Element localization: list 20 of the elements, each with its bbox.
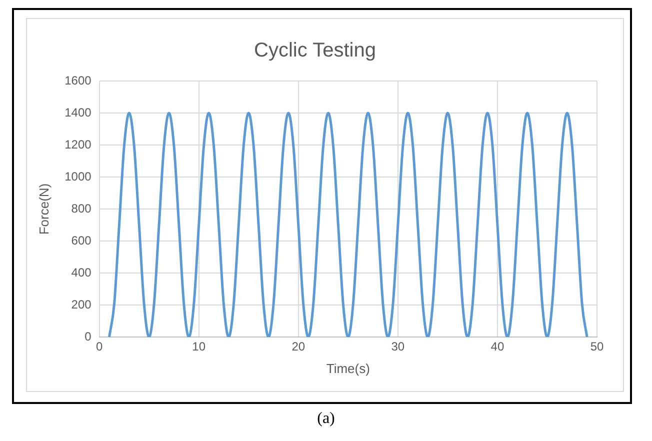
- y-tick-label: 1400: [64, 105, 92, 120]
- y-tick-label: 800: [71, 201, 92, 216]
- y-tick-label: 0: [84, 329, 92, 344]
- x-tick-label: 20: [292, 340, 306, 354]
- chart-title: Cyclic Testing: [254, 40, 376, 62]
- y-tick-label: 600: [71, 233, 92, 248]
- text: (a): [316, 410, 336, 428]
- x-tick-label: 10: [192, 340, 206, 354]
- y-tick-label: 1000: [64, 169, 92, 184]
- x-tick-label: 50: [590, 340, 604, 354]
- x-tick-label: 40: [490, 340, 504, 354]
- y-axis-title: Force(N): [36, 183, 52, 235]
- y-tick-label: 400: [71, 265, 92, 280]
- y-tick-label: 1200: [64, 137, 92, 152]
- y-tick-label: 200: [71, 297, 92, 312]
- y-tick-label: 1600: [64, 73, 92, 88]
- line-series: [108, 112, 588, 337]
- x-tick-label: 0: [96, 340, 103, 354]
- x-axis-title: Time(s): [326, 360, 370, 376]
- x-tick-label: 30: [391, 340, 405, 354]
